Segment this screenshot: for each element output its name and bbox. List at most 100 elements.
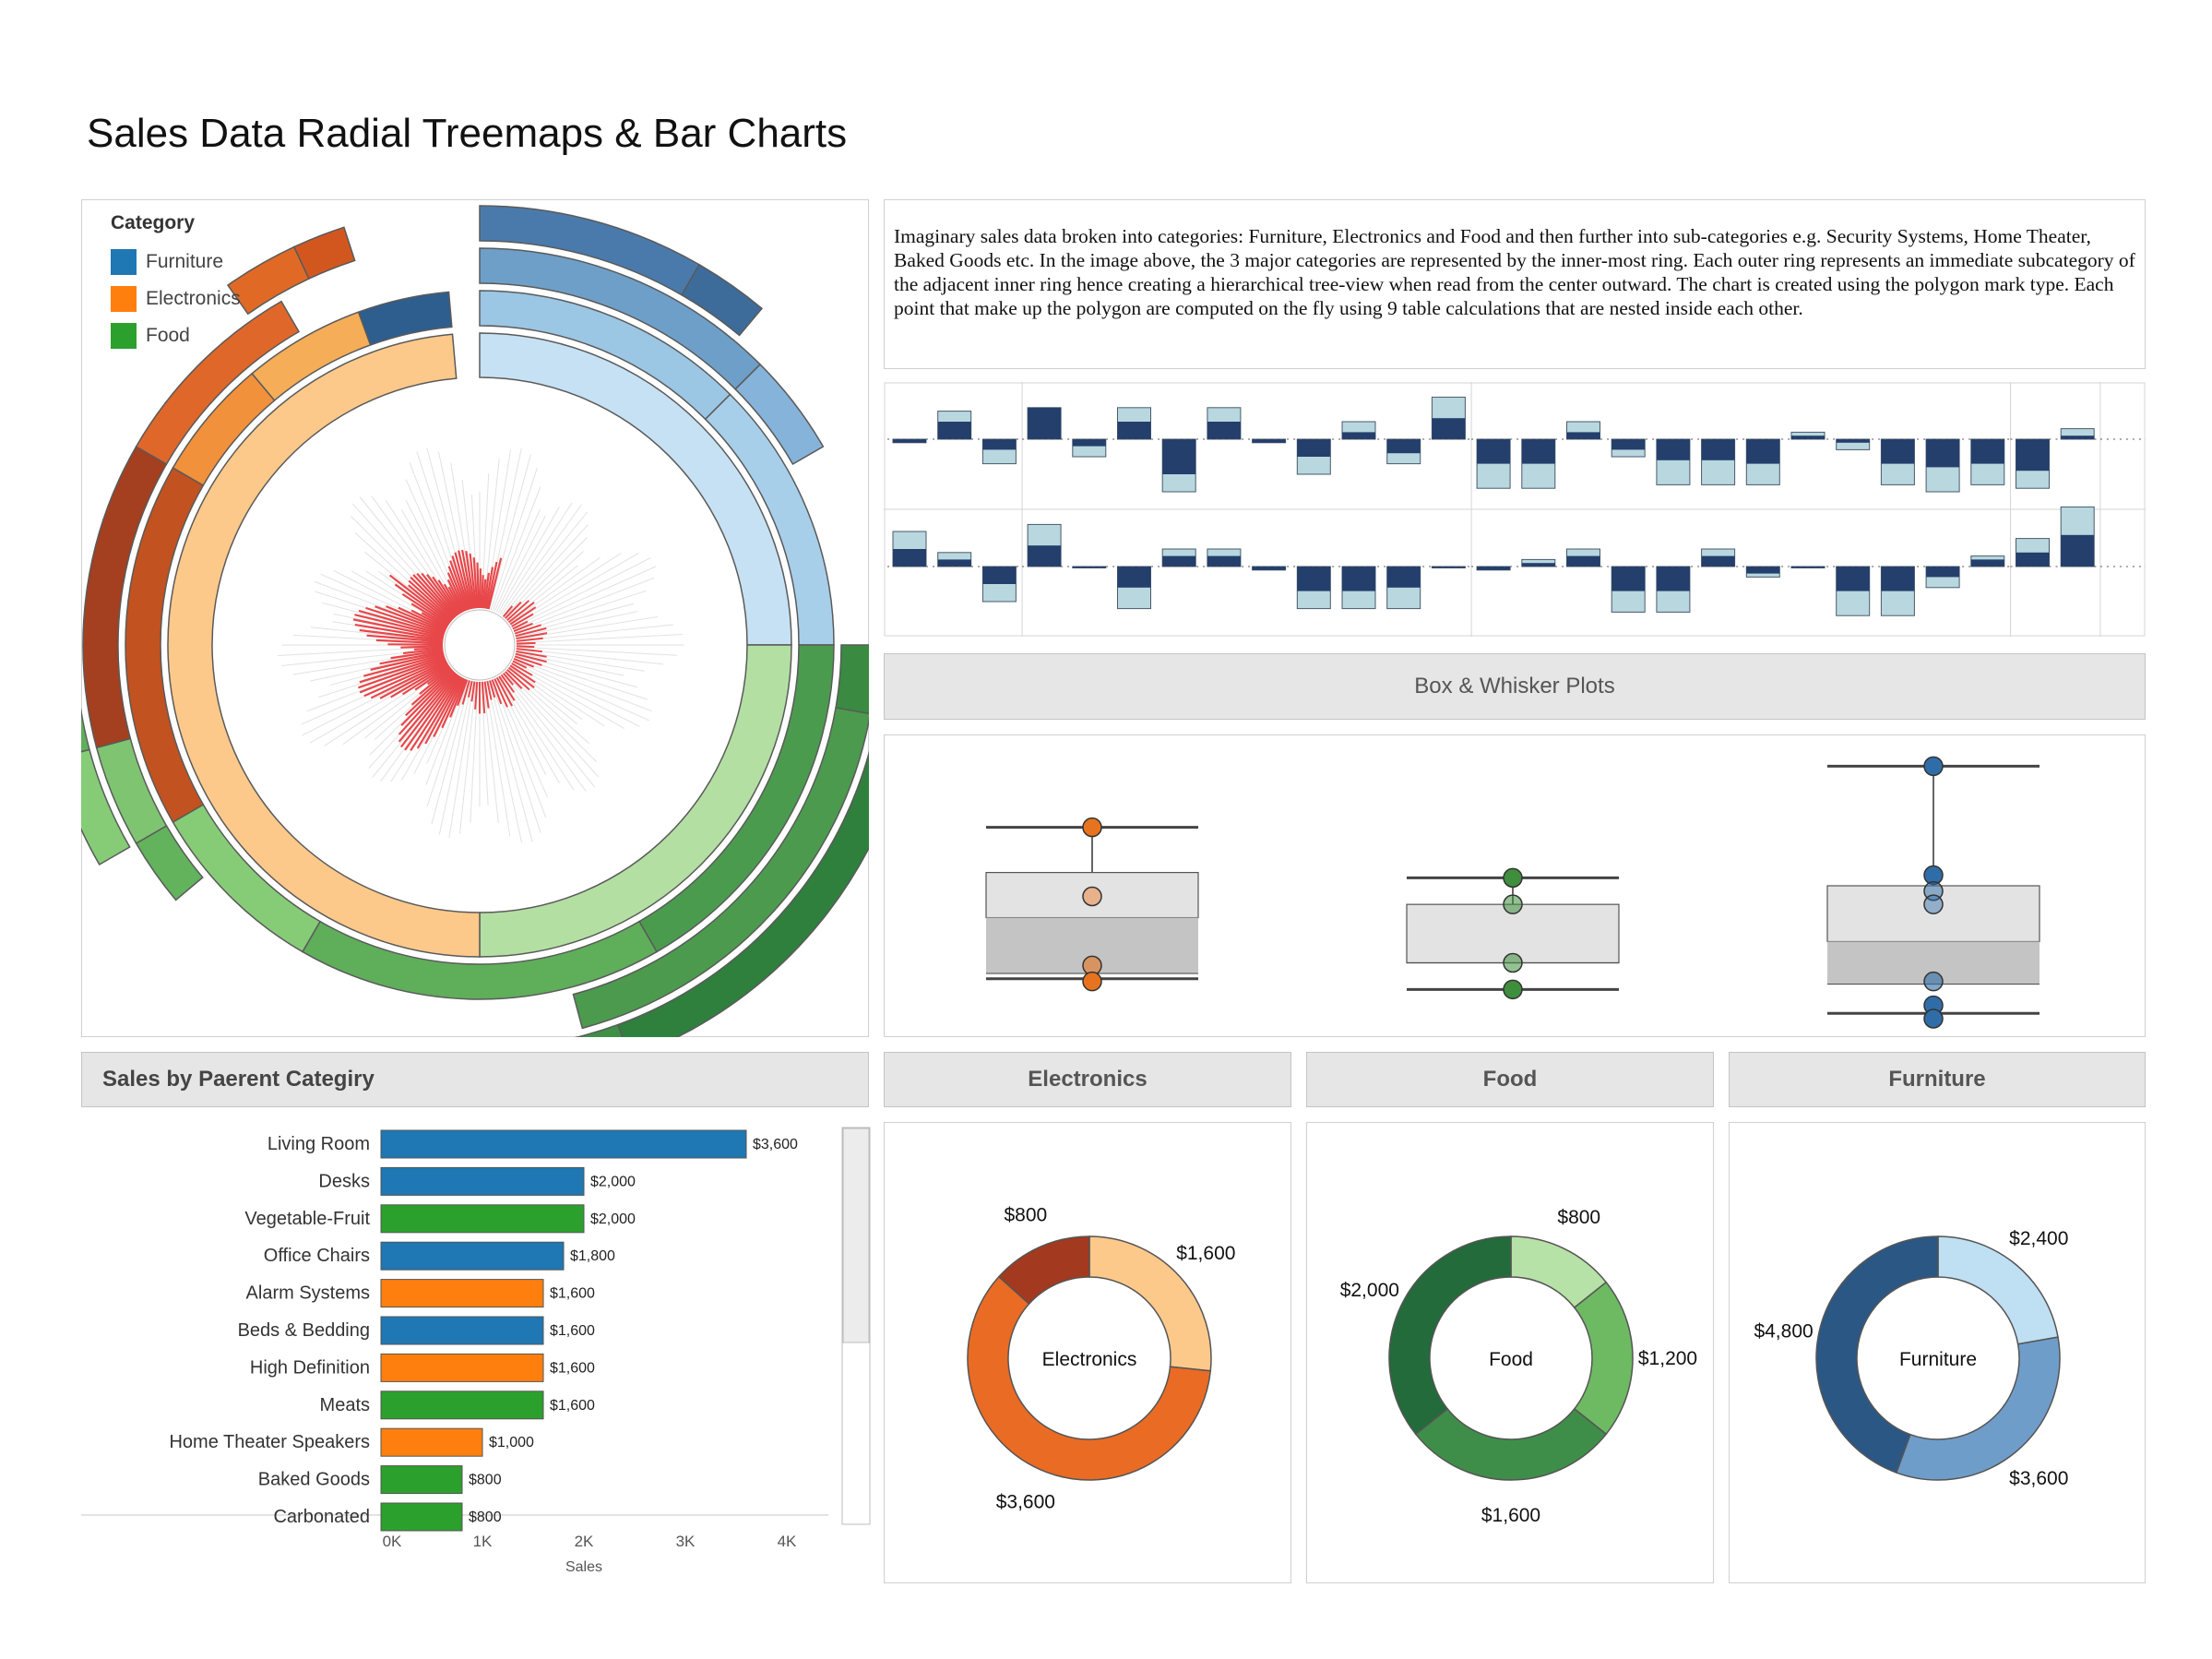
legend-item-furniture[interactable]: Furniture bbox=[111, 244, 241, 280]
sunburst-red-line bbox=[401, 663, 449, 696]
legend-swatch-furniture bbox=[111, 249, 137, 275]
donut-chart-electronics[interactable]: $1,600 $3,600 $800 Electronics bbox=[884, 1122, 1291, 1583]
sunburst-red-line bbox=[358, 656, 446, 689]
sunburst-red-line bbox=[401, 592, 450, 626]
scrollbar-thumb[interactable] bbox=[842, 1128, 870, 1343]
category-legend[interactable]: Category Furniture Electronics Food bbox=[111, 212, 241, 354]
bar[interactable] bbox=[380, 1241, 565, 1271]
sunburst-red-line bbox=[416, 675, 462, 749]
bar[interactable] bbox=[380, 1390, 544, 1420]
donut-slice[interactable] bbox=[1414, 1407, 1608, 1481]
donut-slice[interactable] bbox=[1573, 1281, 1634, 1436]
donut-slice[interactable] bbox=[1388, 1235, 1512, 1436]
legend-item-electronics[interactable]: Electronics bbox=[111, 280, 241, 317]
diverging-bar-dark bbox=[937, 422, 971, 439]
sunburst-red-line bbox=[480, 575, 484, 609]
sunburst-red-line bbox=[500, 674, 516, 693]
sunburst-red-line bbox=[400, 645, 444, 649]
radial-segment[interactable] bbox=[167, 333, 481, 958]
diverging-bar-dark bbox=[1970, 559, 2004, 567]
donut-slice[interactable] bbox=[1895, 1336, 2061, 1481]
radial-segment[interactable] bbox=[616, 680, 869, 1037]
box-whisker-chart[interactable] bbox=[884, 734, 2146, 1037]
bar-category-label: Carbonated bbox=[273, 1507, 370, 1527]
donut-slice[interactable] bbox=[1815, 1235, 1939, 1474]
diverging-bar-dark bbox=[1521, 563, 1555, 567]
sunburst-red-line bbox=[352, 618, 445, 639]
donut-slice[interactable] bbox=[1937, 1235, 2059, 1345]
legend-label-food: Food bbox=[146, 325, 190, 346]
sunburst-red-line bbox=[505, 601, 522, 619]
sunburst-red-line bbox=[447, 586, 464, 614]
radial-segment[interactable] bbox=[292, 226, 356, 280]
sunburst-red-line bbox=[515, 627, 547, 638]
sunburst-line bbox=[516, 633, 683, 644]
radial-segment[interactable] bbox=[572, 707, 869, 1030]
sunburst-center bbox=[444, 609, 516, 681]
diverging-bar-dark bbox=[1386, 567, 1421, 588]
sunburst-red-line bbox=[366, 634, 444, 643]
sunburst-line bbox=[495, 677, 547, 775]
radial-segment[interactable] bbox=[734, 363, 825, 466]
diverging-bar-dark bbox=[1701, 439, 1735, 460]
diverging-bar-dark bbox=[1432, 418, 1466, 439]
radial-segment[interactable] bbox=[835, 644, 869, 715]
donut-slice[interactable] bbox=[1088, 1235, 1212, 1372]
sunburst-red-line bbox=[481, 681, 486, 714]
bar[interactable] bbox=[380, 1279, 544, 1308]
sunburst-line bbox=[302, 661, 447, 736]
radial-segment[interactable] bbox=[357, 291, 453, 346]
legend-item-food[interactable]: Food bbox=[111, 317, 241, 354]
diverging-bar-chart[interactable] bbox=[884, 382, 2146, 637]
donut-slice[interactable] bbox=[967, 1275, 1212, 1481]
sunburst-red-line bbox=[359, 657, 446, 694]
donut-chart-furniture[interactable]: $2,400 $3,600 $4,800 Furniture bbox=[1729, 1122, 2146, 1583]
sunburst-line bbox=[504, 524, 589, 618]
sunburst-red-line bbox=[390, 662, 449, 698]
sunburst-red-line bbox=[416, 572, 457, 618]
sunburst-red-line bbox=[398, 606, 447, 631]
bar[interactable] bbox=[380, 1427, 483, 1457]
sunburst-red-line bbox=[482, 572, 490, 609]
sales-by-parent-chart[interactable]: Living Room $3,600 Desks $2,000 Vegetable-Fr… bbox=[81, 1116, 874, 1587]
donut-value-label: $1,600 bbox=[1176, 1243, 1235, 1264]
sunburst-red-line bbox=[399, 674, 458, 748]
sunburst-line bbox=[481, 681, 489, 806]
diverging-bar-dark bbox=[1432, 567, 1466, 568]
sunburst-line bbox=[499, 502, 573, 615]
radial-segment[interactable] bbox=[550, 1023, 630, 1037]
bar[interactable] bbox=[380, 1353, 544, 1382]
box-point bbox=[1082, 817, 1102, 838]
bar-value-label: $3,600 bbox=[753, 1137, 798, 1152]
sunburst-line bbox=[490, 467, 538, 611]
legend-swatch-food bbox=[111, 323, 137, 349]
diverging-bar-dark bbox=[1117, 567, 1151, 588]
sunburst-red-line bbox=[449, 560, 469, 611]
donut-chart-food[interactable]: $800 $1,200 $1,600 $2,000 Food bbox=[1306, 1122, 1714, 1583]
diverging-bar-dark bbox=[1746, 567, 1780, 574]
radial-segment[interactable] bbox=[680, 263, 764, 337]
sunburst-line bbox=[504, 672, 600, 778]
diverging-bar-dark bbox=[1926, 439, 1960, 468]
bar[interactable] bbox=[380, 1204, 585, 1234]
bar-value-label: $2,000 bbox=[590, 1174, 636, 1189]
bar[interactable] bbox=[380, 1166, 585, 1196]
sunburst-red-line bbox=[363, 653, 445, 677]
sunburst-red-line bbox=[509, 606, 537, 626]
sunburst-line bbox=[513, 566, 657, 631]
bar[interactable] bbox=[380, 1316, 544, 1345]
sunburst-red-line bbox=[513, 658, 535, 668]
radial-inner-sunburst bbox=[278, 448, 684, 843]
bar[interactable] bbox=[380, 1465, 463, 1495]
radial-segment[interactable] bbox=[81, 680, 90, 758]
sunburst-red-line bbox=[483, 681, 490, 709]
bar[interactable] bbox=[380, 1129, 747, 1159]
radial-segment[interactable] bbox=[135, 300, 301, 466]
donut-slice[interactable] bbox=[997, 1235, 1090, 1306]
bar[interactable] bbox=[380, 1502, 463, 1532]
radial-treemap-chart[interactable] bbox=[81, 199, 869, 1037]
sunburst-red-line bbox=[516, 637, 543, 642]
sunburst-red-line bbox=[513, 622, 533, 632]
bar-category-label: Baked Goods bbox=[258, 1470, 370, 1490]
sunburst-line bbox=[501, 504, 583, 615]
